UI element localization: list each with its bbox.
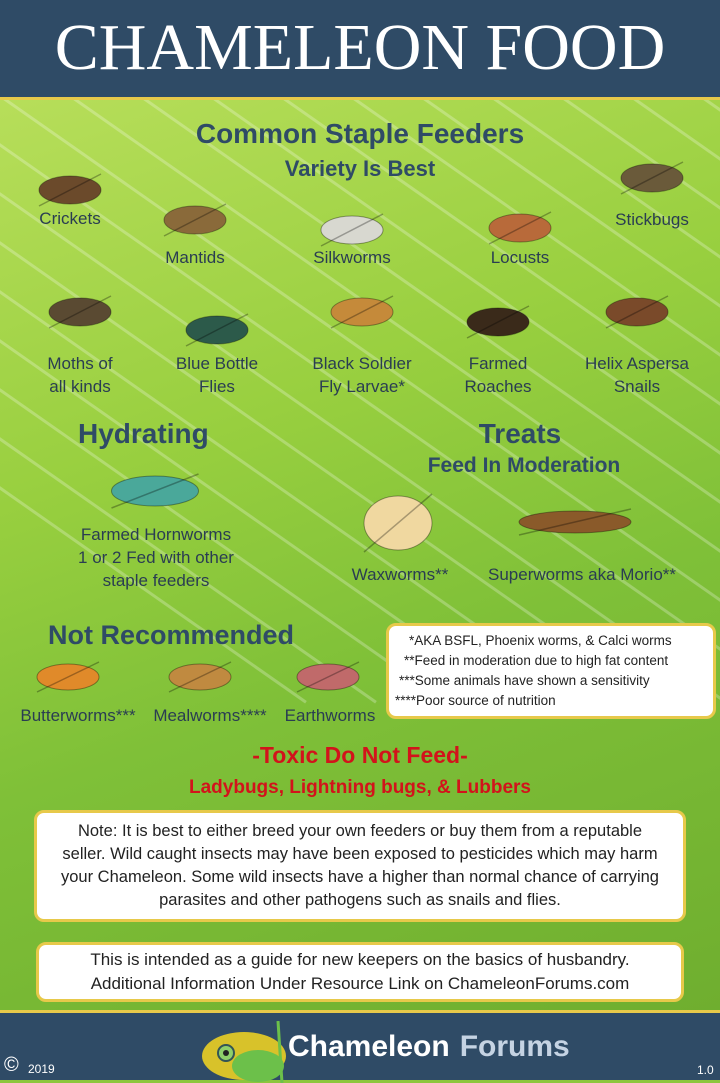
blue-bottle-fly-image [185,313,249,347]
guide-line: Additional Information Under Resource Li… [90,974,630,993]
page-title: Chameleon Food [54,11,666,84]
copyright-year: 2019 [28,1062,55,1076]
snail-image [605,295,669,329]
superworm-image [518,508,632,536]
feeder-label: Mealworms**** [153,706,267,725]
feeder-label: Waxworms** [351,565,449,584]
footnote: *AKA BSFL, Phoenix worms, & Calci worms [409,633,672,648]
not-recommended-heading: Not Recommended [48,620,295,650]
footnotes-box: *AKA BSFL, Phoenix worms, & Calci worms … [386,623,716,719]
leaf-vein [0,98,720,704]
mantid-image [163,203,227,237]
locust-image [488,211,552,245]
waxworm-image [363,493,433,553]
cricket-image [38,173,102,207]
feeder-label: Stickbugs [615,210,689,229]
leaf-vein [0,98,720,704]
feeder-label: Helix Aspersa Snails [585,354,689,396]
feeder-label: Farmed Roaches [464,354,532,396]
roach-image [466,305,530,339]
earthworm-image [296,661,360,693]
feeder-label: Blue Bottle Flies [175,354,259,396]
silkworm-image [320,213,384,247]
feeder-label: Superworms aka Morio** [487,565,677,584]
stickbug-image [620,161,684,195]
version: 1.0 [697,1063,714,1077]
footer: © 2019 Chameleon Forums 1.0 [0,1010,720,1083]
treats-subheading: Feed In Moderation [427,454,621,477]
feeder-label: Earthworms [284,706,376,725]
feeder-label: Silkworms [313,248,391,267]
butterworm-image [36,661,100,693]
bsfl-image [330,295,394,329]
staple-heading: Common Staple Feeders [195,118,525,149]
logo-text: Chameleon Forums [288,1029,570,1065]
hornworm-image [111,473,199,509]
feeder-label: Moths of all kinds [47,354,113,396]
leaf-vein [0,98,720,704]
feeder-label: Butterworms*** [20,706,136,725]
logo-text-forums: Forums [459,1030,570,1063]
feeder-label: Locusts [490,248,550,267]
feeder-label: Farmed Hornworms 1 or 2 Fed with other s… [78,525,234,590]
leaf-vein [0,98,720,704]
leaf-vein [0,98,720,704]
toxic-items: Ladybugs, Lightning bugs, & Lubbers [189,777,531,798]
staple-subheading: Variety Is Best [284,156,436,181]
guide-line: This is intended as a guide for new keep… [90,950,630,969]
copyright-icon: © [4,1054,19,1076]
footnote: ****Poor source of nutrition [395,693,556,708]
logo-text-chameleon: Chameleon [288,1030,450,1063]
header: Chameleon Food [0,0,720,100]
footnote: ***Some animals have shown a sensitivity [399,673,650,688]
feeder-label: Crickets [39,209,101,228]
mealworm-image [168,661,232,693]
hydrating-heading: Hydrating [78,418,209,449]
guide-box: This is intended as a guide for new keep… [36,942,684,1002]
leaf-vein [0,98,720,704]
note-box: Note: It is best to either breed your ow… [34,810,686,922]
feeder-label: Black Soldier Fly Larvae* [312,354,412,396]
note-text: Note: It is best to either breed your ow… [61,822,659,909]
treats-heading: Treats [478,418,562,449]
leaf-vein [0,98,720,704]
footnote: **Feed in moderation due to high fat con… [404,653,669,668]
moth-image [48,295,112,329]
toxic-heading: -Toxic Do Not Feed- [252,742,468,768]
chameleon-logo-icon [202,1021,286,1083]
feeder-label: Mantids [165,248,225,267]
